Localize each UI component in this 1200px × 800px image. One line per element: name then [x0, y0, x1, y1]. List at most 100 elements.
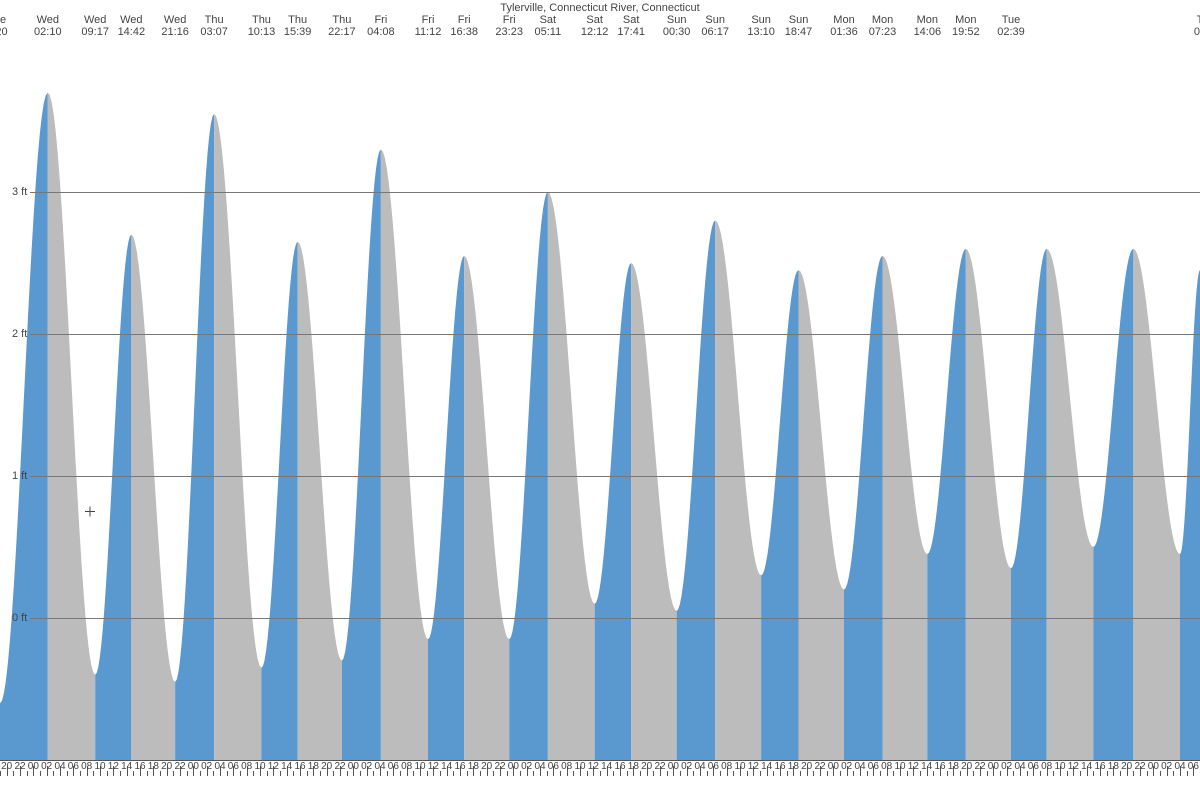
x-axis-label: 00	[988, 761, 999, 772]
tide-fall-segment	[883, 256, 928, 760]
x-axis-label: 14	[921, 761, 932, 772]
x-axis-label: 18	[148, 761, 159, 772]
x-axis-label: 02	[841, 761, 852, 772]
tide-rise-segment	[761, 270, 798, 760]
x-axis-label: 10	[94, 761, 105, 772]
tide-fall-segment	[715, 220, 761, 760]
tide-rise-segment	[844, 256, 883, 760]
x-axis-label: 14	[761, 761, 772, 772]
tide-rise-segment	[1011, 249, 1047, 760]
header-label: Wed02:10	[24, 14, 72, 38]
x-axis-label: 02	[361, 761, 372, 772]
tide-fall-segment	[298, 242, 342, 760]
x-axis-label: 20	[1, 761, 12, 772]
x-axis-label: 22	[14, 761, 25, 772]
x-axis-label: 08	[561, 761, 572, 772]
y-gridline	[30, 618, 1200, 619]
x-axis-label: 20	[1121, 761, 1132, 772]
x-axis: 2022000204060810121416182022000204060810…	[0, 760, 1200, 800]
x-axis-label: 22	[1134, 761, 1145, 772]
x-axis-label: 18	[468, 761, 479, 772]
x-axis-label: 02	[1161, 761, 1172, 772]
x-axis-label: 00	[348, 761, 359, 772]
x-axis-label: 10	[574, 761, 585, 772]
x-axis-label: 04	[214, 761, 225, 772]
x-axis-label: 20	[161, 761, 172, 772]
x-axis-label: 04	[1174, 761, 1185, 772]
header-label: Sat05:11	[524, 14, 572, 38]
tide-curve	[0, 50, 1200, 760]
tide-fall-segment	[799, 270, 844, 760]
tide-fall-segment	[1047, 249, 1094, 760]
x-axis-label: 16	[454, 761, 465, 772]
x-axis-label: 06	[388, 761, 399, 772]
x-axis-label: 08	[401, 761, 412, 772]
x-axis-label: 06	[1188, 761, 1199, 772]
x-axis-label: 14	[1081, 761, 1092, 772]
x-axis-label: 04	[694, 761, 705, 772]
header-label: Tue02:39	[987, 14, 1035, 38]
header-label: ue:20	[0, 14, 24, 38]
header-time-labels: ue:20Wed02:10Wed09:17Wed14:42Wed21:16Thu…	[0, 14, 1200, 44]
tide-rise-segment	[1093, 249, 1133, 760]
y-axis-label: 1 ft	[12, 470, 27, 482]
x-axis-label: 18	[1108, 761, 1119, 772]
x-axis-label: 22	[174, 761, 185, 772]
x-axis-label: 16	[134, 761, 145, 772]
x-axis-label: 22	[974, 761, 985, 772]
x-axis-label: 22	[654, 761, 665, 772]
tide-chart: Tylerville, Connecticut River, Connectic…	[0, 0, 1200, 800]
x-axis-label: 02	[41, 761, 52, 772]
header-label: Thu03:07	[190, 14, 238, 38]
x-axis-label: 00	[28, 761, 39, 772]
x-axis-label: 04	[534, 761, 545, 772]
y-gridline	[30, 192, 1200, 193]
x-axis-label: 00	[508, 761, 519, 772]
x-axis-label: 00	[828, 761, 839, 772]
x-axis-label: 14	[441, 761, 452, 772]
tide-rise-segment	[342, 149, 381, 760]
x-axis-label: 12	[908, 761, 919, 772]
y-axis-label: 0 ft	[12, 612, 27, 624]
tide-rise-segment	[95, 235, 131, 760]
tide-rise-segment	[428, 256, 464, 760]
x-axis-label: 22	[494, 761, 505, 772]
x-axis-label: 06	[868, 761, 879, 772]
tide-rise-segment	[261, 242, 297, 760]
x-axis-label: 18	[308, 761, 319, 772]
y-gridline	[30, 334, 1200, 335]
x-axis-label: 06	[708, 761, 719, 772]
x-axis-label: 20	[321, 761, 332, 772]
header-label: Wed14:42	[107, 14, 155, 38]
x-axis-label: 10	[894, 761, 905, 772]
x-axis-label: 16	[774, 761, 785, 772]
tide-fall-segment	[131, 235, 175, 760]
tide-rise-segment	[677, 220, 716, 760]
x-axis-label: 12	[1068, 761, 1079, 772]
x-axis-label: 08	[721, 761, 732, 772]
x-axis-label: 20	[961, 761, 972, 772]
cross-marker	[85, 507, 95, 517]
x-axis-label: 04	[374, 761, 385, 772]
x-axis-label: 00	[188, 761, 199, 772]
x-axis-label: 06	[68, 761, 79, 772]
x-axis-label: 12	[428, 761, 439, 772]
x-axis-label: 14	[121, 761, 132, 772]
x-axis-label: 00	[668, 761, 679, 772]
x-axis-label: 04	[854, 761, 865, 772]
tide-fall-segment	[214, 114, 261, 760]
x-axis-label: 00	[1148, 761, 1159, 772]
x-axis-label: 04	[1014, 761, 1025, 772]
x-axis-label: 12	[588, 761, 599, 772]
x-axis-label: 06	[1028, 761, 1039, 772]
x-axis-label: 08	[241, 761, 252, 772]
x-axis-label: 14	[601, 761, 612, 772]
x-axis-label: 12	[748, 761, 759, 772]
x-axis-label: 10	[1054, 761, 1065, 772]
x-axis-label: 08	[1041, 761, 1052, 772]
x-axis-label: 06	[548, 761, 559, 772]
x-axis-label: 02	[521, 761, 532, 772]
header-label: Fri16:38	[440, 14, 488, 38]
x-axis-label: 18	[948, 761, 959, 772]
header-label: Thu15:39	[274, 14, 322, 38]
